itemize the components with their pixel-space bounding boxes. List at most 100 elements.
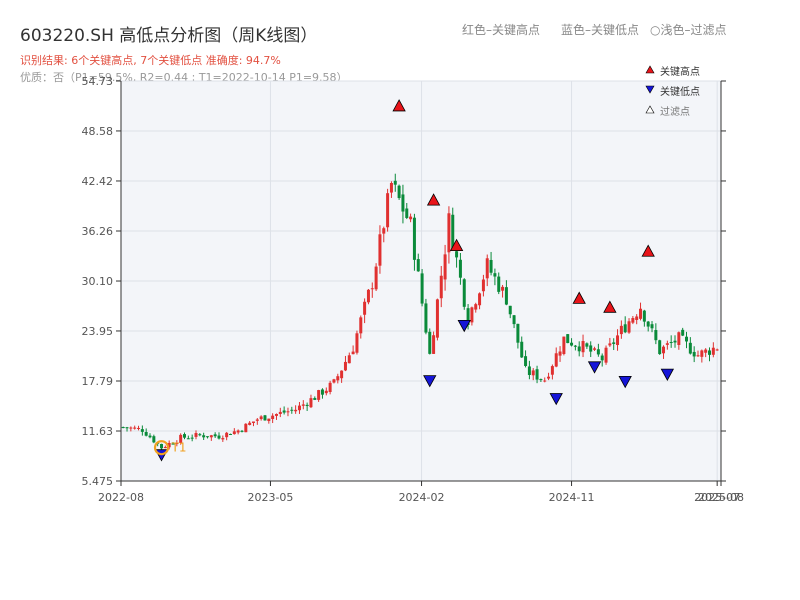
candle-body <box>489 259 493 273</box>
candle-body <box>535 369 539 380</box>
key-low-marker <box>618 376 632 389</box>
key-low-marker <box>423 375 437 388</box>
candle-body <box>662 346 666 354</box>
candle-body <box>363 301 367 315</box>
candle-body <box>125 427 129 429</box>
candle-body <box>194 433 198 437</box>
candle-body <box>221 438 225 440</box>
candle-body <box>129 427 133 429</box>
candle-body <box>355 333 359 353</box>
candle-body <box>715 349 719 351</box>
key-high-marker <box>449 238 464 251</box>
candle-body <box>240 430 244 432</box>
candle-body <box>397 185 401 199</box>
candle-body <box>512 315 516 325</box>
candle-body <box>531 370 535 376</box>
candle-body <box>282 410 286 413</box>
candle-body <box>696 355 700 357</box>
candle-body <box>677 332 681 345</box>
candle-body <box>405 208 409 218</box>
candle-body <box>692 351 696 357</box>
candle-body <box>152 436 156 443</box>
candle-body <box>589 345 593 352</box>
candle-body <box>501 286 505 291</box>
legend-light-text: ○浅色–过滤点 <box>650 23 727 37</box>
candle-body <box>573 345 577 347</box>
candle-body <box>443 254 447 280</box>
candle-body <box>183 434 187 438</box>
candle-body <box>121 427 125 429</box>
candle-body <box>658 340 662 355</box>
legend-low-label: 关键低点 <box>660 85 700 98</box>
candle-body <box>593 348 597 350</box>
candle-body <box>271 415 275 419</box>
candle-body <box>378 234 382 266</box>
x-tick-label: 2023-05 <box>247 491 293 504</box>
candle-body <box>290 409 294 411</box>
candle-body <box>635 316 639 320</box>
candle-body <box>366 289 370 303</box>
candle-body <box>616 335 620 346</box>
candle-body <box>305 404 309 407</box>
candle-body <box>435 299 439 338</box>
candle-body <box>409 216 413 220</box>
x-tick-label: 2025-08 <box>698 491 744 504</box>
candle-body <box>558 351 562 356</box>
key-high-marker <box>572 291 586 304</box>
y-tick-label: 54.73 <box>82 75 114 88</box>
key-low-marker <box>457 319 471 333</box>
x-axis-ticks: 2022-08 2023-05 2024-02 2024-11 2025-072025-… <box>98 481 744 504</box>
y-tick-label: 36.26 <box>82 225 114 238</box>
chart-legend: 关键高点 关键低点 过滤点 <box>645 65 700 118</box>
y-tick-label: 48.58 <box>82 125 114 138</box>
candle-body <box>600 355 604 361</box>
candle-body <box>351 351 355 355</box>
candle-body <box>562 336 566 354</box>
candle-body <box>642 310 646 322</box>
candle-body <box>608 343 612 346</box>
candle-body <box>604 347 608 363</box>
candle-body <box>462 279 466 307</box>
key-high-marker <box>426 193 441 206</box>
candle-body <box>673 340 677 343</box>
candle-body <box>213 434 217 437</box>
x-tick-label: 2024-02 <box>399 491 445 504</box>
candle-body <box>228 433 232 435</box>
legend-high-icon <box>645 65 655 74</box>
result-summary: 识别结果: 6个关键高点, 7个关键低点 准确度: 94.7% <box>20 54 281 67</box>
candle-body <box>451 214 455 251</box>
candle-body <box>481 279 485 292</box>
legend-filtered-icon <box>645 105 655 114</box>
key-low-marker <box>549 393 563 406</box>
candle-body <box>259 416 263 420</box>
candle-body <box>681 329 685 336</box>
key-low-marker <box>660 368 675 381</box>
candle-body <box>370 288 374 290</box>
candle-body <box>309 398 313 408</box>
candle-body <box>596 349 600 355</box>
candle-body <box>631 318 635 323</box>
candle-body <box>401 194 405 212</box>
candle-body <box>236 430 240 433</box>
candle-body <box>424 303 428 333</box>
candle-body <box>420 273 424 304</box>
candle-body <box>447 213 451 253</box>
candle-body <box>336 376 340 381</box>
candle-body <box>324 390 328 394</box>
candle-body <box>244 423 248 433</box>
candle-body <box>133 427 137 429</box>
candle-body <box>474 304 478 310</box>
candle-body <box>251 421 255 423</box>
candles <box>121 173 719 452</box>
y-tick-label: 17.79 <box>82 375 114 388</box>
legend-red-text: 红色–关键高点 <box>462 23 541 37</box>
candle-body <box>700 350 704 357</box>
candle-body <box>704 349 708 353</box>
candle-body <box>263 415 267 421</box>
candle-body <box>504 287 508 305</box>
candle-body <box>137 427 141 429</box>
candle-body <box>478 293 482 306</box>
candle-body <box>225 432 229 438</box>
candle-body <box>232 431 236 435</box>
